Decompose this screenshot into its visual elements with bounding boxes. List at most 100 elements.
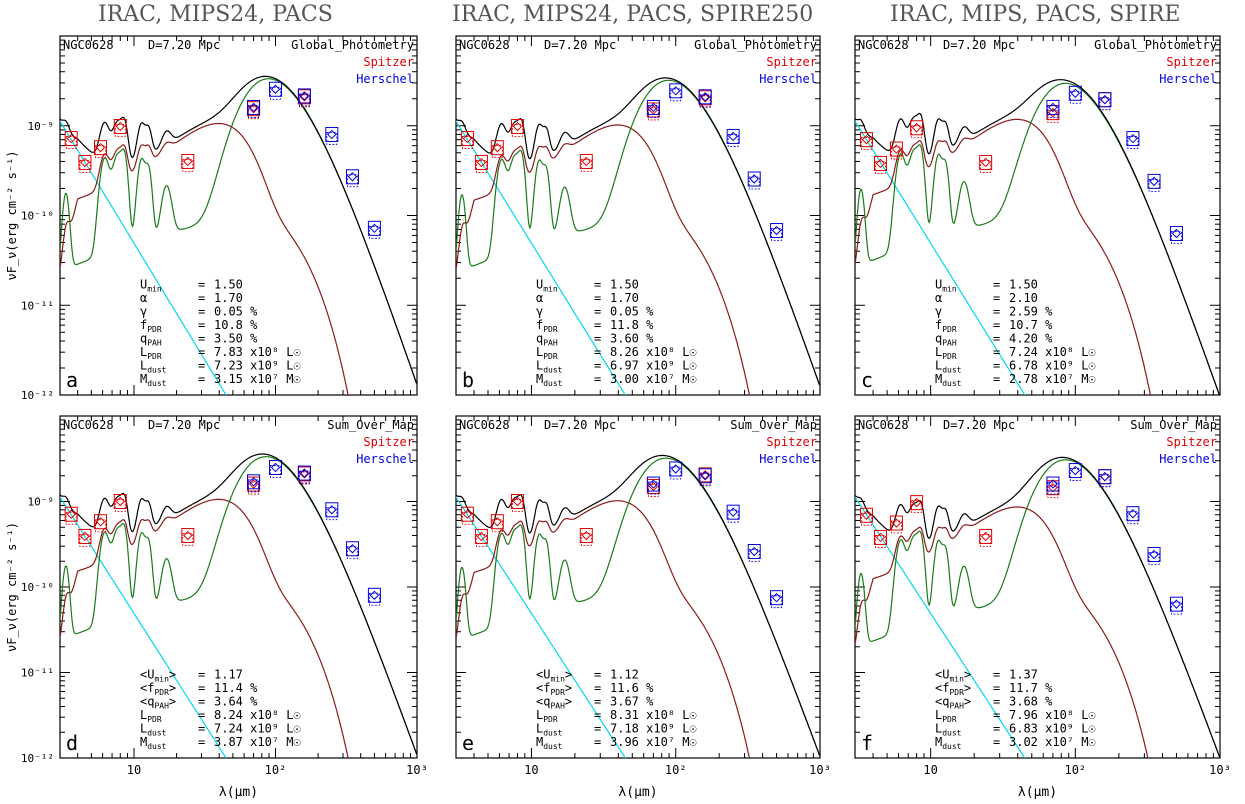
spitzer-box xyxy=(78,528,92,544)
param-name: <fPDR> xyxy=(935,681,971,697)
param-name: LPDR xyxy=(140,708,162,724)
herschel-model-box xyxy=(748,176,760,190)
spitzer-box xyxy=(859,132,873,148)
spitzer-point xyxy=(1100,95,1110,105)
herschel-model-box xyxy=(1047,481,1059,495)
param-name: LPDR xyxy=(140,345,162,361)
herschel-model-box xyxy=(699,473,711,487)
herschel-box xyxy=(367,587,381,603)
method-label: Global_Photometry xyxy=(694,38,817,52)
herschel-model-box xyxy=(647,481,659,495)
spitzer-model-box xyxy=(1047,485,1059,499)
panel-letter: b xyxy=(462,368,474,392)
param-name: Ldust xyxy=(140,359,167,375)
total-model-curve xyxy=(456,77,820,386)
param-name: fPDR xyxy=(935,318,957,334)
param-equals: = xyxy=(993,668,1000,682)
param-equals: = xyxy=(198,291,205,305)
spitzer-point xyxy=(248,479,259,489)
param-value: 1.12 xyxy=(610,668,639,682)
param-name: qPAH xyxy=(140,332,162,348)
x-tick-label: 10² xyxy=(1064,763,1086,777)
spitzer-model-box xyxy=(65,511,77,525)
herschel-box xyxy=(345,169,359,185)
distance-label: D=7.20 Mpc xyxy=(148,418,220,432)
param-equals: = xyxy=(594,278,601,292)
herschel-box xyxy=(1126,506,1140,522)
herschel-point xyxy=(270,84,281,94)
spitzer-box xyxy=(859,507,873,523)
y-tick-label: 10⁻¹⁰ xyxy=(21,581,54,594)
herschel-point xyxy=(1171,228,1182,239)
herschel-box xyxy=(1169,596,1183,612)
y-tick-label: 10⁻⁹ xyxy=(28,496,55,509)
x-tick-label: 10 xyxy=(127,763,141,777)
column-title-1: IRAC, MIPS24, PACS xyxy=(98,2,333,27)
param-value: 2.10 xyxy=(1009,291,1038,305)
param-value: 4.20 % xyxy=(1009,332,1053,346)
spitzer-box xyxy=(181,153,195,169)
spitzer-point xyxy=(80,157,90,168)
panel-b: NGC0628 D=7.20 Mpc Global_Photometry Spitze… xyxy=(455,35,821,396)
herschel-box xyxy=(669,83,683,99)
herschel-model-box xyxy=(369,225,380,239)
x-tick-label: 10² xyxy=(265,763,287,777)
spitzer-box xyxy=(910,495,924,511)
x-tick-label: 10² xyxy=(665,763,687,777)
param-name: <fPDR> xyxy=(536,681,572,697)
spitzer-point xyxy=(1048,107,1058,118)
param-value: 2.78 x10⁷ M☉ xyxy=(1009,372,1096,386)
herschel-box xyxy=(345,541,359,557)
param-name: Ldust xyxy=(935,359,962,375)
herschel-box xyxy=(1046,99,1060,115)
herschel-box xyxy=(1046,476,1060,492)
param-name: Umin xyxy=(140,278,162,294)
spitzer-model-box xyxy=(114,499,126,512)
spitzer-box xyxy=(873,529,887,545)
spitzer-model-box xyxy=(79,160,91,173)
param-value: 7.24 x10⁹ L☉ xyxy=(214,722,301,736)
herschel-model-box xyxy=(270,86,281,100)
param-value: 10.7 % xyxy=(1009,318,1053,332)
param-value: 3.02 x10⁷ M☉ xyxy=(1009,735,1096,749)
spitzer-box xyxy=(979,154,993,170)
param-name: Mdust xyxy=(536,372,563,388)
param-value: 3.64 % xyxy=(214,695,258,709)
herschel-point xyxy=(327,505,337,515)
param-name: <Umin> xyxy=(935,668,971,684)
param-value: 3.96 x10⁷ M☉ xyxy=(610,735,697,749)
herschel-point xyxy=(1100,95,1110,105)
legend-herschel: Herschel xyxy=(1159,452,1217,466)
param-name: LPDR xyxy=(536,708,558,724)
herschel-model-box xyxy=(748,549,760,562)
herschel-model-box xyxy=(347,174,358,188)
param-value: 1.17 xyxy=(214,668,243,682)
y-tick-label: 10⁻¹¹ xyxy=(21,667,54,680)
spitzer-point xyxy=(911,123,922,133)
x-axis-label: λ(μm) xyxy=(1018,785,1057,800)
spitzer-point xyxy=(80,531,90,542)
param-value: 3.60 % xyxy=(610,332,654,346)
spitzer-box xyxy=(94,140,108,156)
spitzer-box xyxy=(490,140,504,156)
param-name: Ldust xyxy=(935,722,962,738)
param-name: qPAH xyxy=(935,332,957,348)
herschel-point xyxy=(1070,465,1081,476)
spitzer-box xyxy=(510,494,524,509)
spitzer-model-box xyxy=(462,136,473,149)
param-equals: = xyxy=(594,668,601,682)
column-title-3: IRAC, MIPS, PACS, SPIRE xyxy=(890,2,1181,27)
herschel-point xyxy=(248,477,259,487)
herschel-box xyxy=(646,476,660,492)
total-model-curve xyxy=(855,79,1220,395)
param-equals: = xyxy=(594,305,601,319)
x-axis-label: λ(μm) xyxy=(219,785,258,800)
param-value: 6.97 x10⁹ L☉ xyxy=(610,359,697,373)
param-value: 3.50 % xyxy=(214,332,258,346)
spitzer-point xyxy=(248,103,259,114)
param-equals: = xyxy=(993,372,1000,386)
herschel-model-box xyxy=(1099,474,1111,488)
spitzer-box xyxy=(474,528,488,544)
param-value: 10.8 % xyxy=(214,318,258,332)
